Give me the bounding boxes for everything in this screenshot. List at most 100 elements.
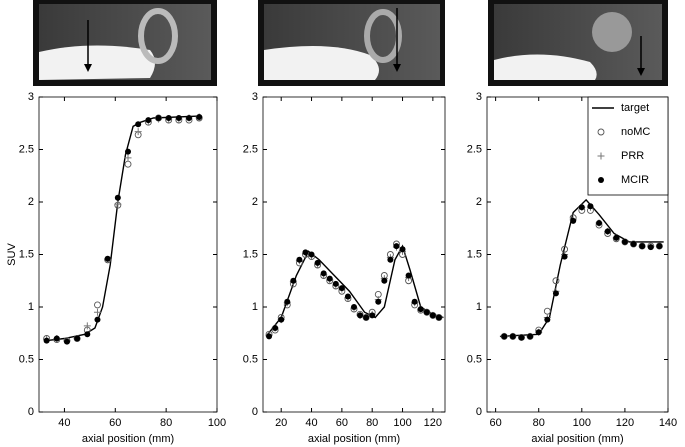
x-tick-label: 100 — [573, 417, 591, 429]
point — [544, 316, 551, 323]
y-tick-label: 3 — [476, 91, 482, 103]
point — [320, 270, 327, 277]
point — [290, 277, 297, 284]
point — [621, 238, 628, 245]
image-3 — [488, 0, 668, 86]
y-tick-label: 0 — [252, 406, 258, 418]
point — [578, 204, 585, 211]
point — [165, 115, 172, 121]
point — [587, 203, 594, 210]
y-tick-label: 1 — [252, 301, 258, 313]
legend-swatch — [597, 128, 605, 136]
point — [656, 243, 663, 250]
point — [417, 306, 424, 313]
point — [284, 298, 291, 305]
y-tick-label: 2.5 — [467, 143, 482, 155]
point — [393, 243, 400, 250]
point — [552, 277, 560, 285]
legend-swatch — [597, 152, 605, 160]
point — [411, 298, 418, 305]
point — [63, 338, 70, 345]
image-1 — [33, 0, 217, 86]
y-tick-label: 2 — [28, 196, 34, 208]
point — [53, 335, 60, 342]
point — [613, 234, 620, 241]
line — [46, 115, 202, 342]
x-tick-label: 80 — [160, 417, 172, 429]
point — [155, 115, 162, 121]
point — [344, 293, 351, 300]
point — [399, 246, 406, 253]
point — [74, 335, 81, 342]
point — [124, 154, 132, 162]
y-tick-label: 2.5 — [243, 143, 258, 155]
point — [338, 285, 345, 292]
point — [135, 121, 142, 128]
point — [535, 329, 542, 336]
y-tick-label: 0 — [476, 406, 482, 418]
point — [114, 200, 122, 208]
x-tick-label: 60 — [489, 417, 501, 429]
point — [375, 298, 382, 305]
point — [84, 331, 91, 338]
point — [381, 277, 388, 284]
point — [332, 280, 339, 287]
point — [43, 337, 50, 344]
y-tick-label: 1.5 — [243, 248, 258, 260]
x-tick-label: 100 — [208, 417, 226, 429]
point — [134, 128, 142, 136]
x-tick-label: 40 — [305, 417, 317, 429]
point — [552, 290, 559, 297]
point — [186, 115, 193, 121]
image-2 — [258, 0, 445, 86]
legend-label: target — [621, 102, 649, 114]
point — [357, 312, 364, 319]
legend-label: PRR — [621, 150, 644, 162]
x-axis-label: axial position (mm) — [308, 433, 400, 445]
point — [363, 314, 370, 321]
y-tick-label: 0.5 — [243, 353, 258, 365]
point — [83, 322, 91, 330]
x-tick-label: 100 — [393, 417, 411, 429]
point — [314, 259, 321, 266]
y-tick-label: 2 — [476, 196, 482, 208]
x-tick-label: 60 — [109, 417, 121, 429]
point — [423, 309, 430, 316]
x-tick-label: 40 — [58, 417, 70, 429]
x-tick-label: 120 — [616, 417, 634, 429]
y-tick-label: 1.5 — [19, 248, 34, 260]
point — [145, 117, 152, 124]
y-tick-label: 2.5 — [19, 143, 34, 155]
x-tick-label: 80 — [533, 417, 545, 429]
point — [114, 194, 121, 201]
y-tick-label: 3 — [28, 91, 34, 103]
point — [94, 301, 101, 309]
y-tick-label: 0.5 — [19, 353, 34, 365]
plot-area — [262, 96, 446, 413]
point — [604, 228, 611, 235]
point — [94, 316, 101, 323]
point — [125, 148, 131, 155]
point — [302, 249, 309, 256]
point — [93, 308, 101, 316]
x-tick-label: 120 — [424, 417, 442, 429]
point — [308, 251, 315, 258]
point — [369, 312, 376, 319]
point — [630, 241, 637, 247]
point — [435, 314, 442, 321]
legend-label: noMC — [621, 126, 650, 138]
x-tick-label: 20 — [275, 417, 287, 429]
point — [570, 217, 577, 224]
y-tick-label: 0.5 — [467, 353, 482, 365]
point — [175, 115, 182, 121]
point — [509, 333, 516, 340]
point — [639, 243, 646, 250]
y-tick-label: 2 — [252, 196, 258, 208]
legend-swatch — [598, 177, 604, 183]
point — [104, 255, 111, 262]
point — [272, 325, 279, 331]
x-tick-label: 140 — [659, 417, 677, 429]
point — [296, 256, 303, 263]
y-tick-label: 0 — [28, 406, 34, 418]
